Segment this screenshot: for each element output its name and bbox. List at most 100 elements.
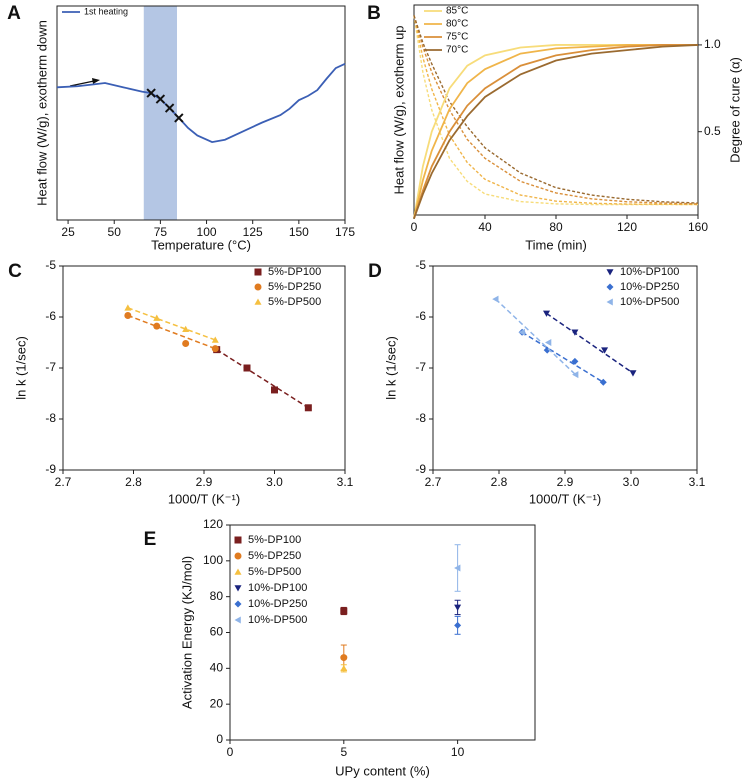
fit-line [127,314,216,350]
fit-line [127,307,216,341]
y-tick-label: -5 [415,258,426,272]
point [271,386,278,394]
x-tick-label: 5 [340,745,347,759]
panel: C 2.7 2.8 2.9 3.0 3.1 -9 -8 -7 -6 -5 1000/T (K⁻¹) ln… [8,258,354,506]
y-tick-label: -9 [415,462,426,476]
x-tick-label: 40 [478,220,492,234]
point [571,357,579,365]
x-tick-label: 100 [197,225,217,239]
legend-label: 5%-DP500 [268,296,321,308]
legend-swatch [606,298,613,306]
legend-swatch [254,268,262,276]
series-line [413,44,698,219]
legend-label: 85°C [446,6,468,17]
legend-label: 10%-DP250 [248,598,307,610]
panel: A 25 50 75 100 125 150 175 Temperature (°C) Heat … [7,3,355,252]
legend-label: 80°C [446,19,468,30]
point [454,564,461,572]
plot-frame [56,5,346,221]
y-tick-label: -6 [45,309,56,323]
fit-line [495,298,577,376]
cross-marker [155,94,166,104]
y-tick-label: -9 [45,462,56,476]
point [571,329,579,336]
x-axis-title: 1000/T (K⁻¹) [529,491,601,506]
legend-swatch [254,298,262,305]
x-tick-label: 80 [549,220,563,234]
x-axis-title: Temperature (°C) [151,237,251,252]
x-tick-label: 125 [243,225,263,239]
y-axis-title: Heat flow (W/g), exotherm down [34,20,49,206]
x-tick-label: 50 [108,225,122,239]
point [518,328,525,336]
y-tick-label: 60 [210,625,224,639]
legend-swatch [234,600,242,608]
y-tick-label: -6 [415,309,426,323]
y2-axis-title: Degree of cure (α) [727,57,742,163]
point [543,346,551,354]
point [454,604,462,611]
legend-label: 70°C [446,45,468,56]
panel-letter: B [367,3,381,24]
x-tick-label: 160 [688,220,708,234]
x-axis-title: UPy content (%) [335,763,430,778]
y-axis-title: Heat flow (W/g), exotherm up [391,25,406,194]
panel-letter: D [368,261,382,282]
legend-label: 75°C [446,32,468,43]
legend-swatch [606,283,614,291]
legend-label: 5%-DP250 [268,281,321,293]
y-axis-title: ln k (1/sec) [13,336,28,400]
y-tick-label: -8 [415,411,426,425]
y-axis-title: Activation Energy (KJ/mol) [179,556,194,709]
legend-label: 1st heating [84,6,128,16]
point [543,310,551,317]
point [601,347,609,354]
x-tick-label: 75 [154,225,168,239]
heat-flow-line [413,15,698,206]
cross-marker [146,88,156,98]
point [182,325,190,333]
point [211,345,219,353]
point [340,664,348,672]
y-tick-label: -7 [45,360,56,374]
y-tick-label: -8 [45,411,56,425]
x-tick-label: 150 [289,225,309,239]
x-tick-label: 0 [227,745,234,759]
heat-flow-line [413,15,699,204]
point [545,339,552,346]
cross-marker [174,113,184,123]
y-tick-label: 80 [210,589,224,603]
y-tick-label: 20 [210,696,224,710]
x-tick-label: 120 [617,220,637,234]
panel-letter: A [7,3,21,24]
series-line [56,62,346,144]
x-axis-title: 1000/T (K⁻¹) [168,491,240,506]
x-tick-label: 3.0 [266,475,283,489]
x-tick-label: 2.8 [491,475,508,489]
point [153,314,161,321]
x-tick-label: 0 [411,220,418,234]
y-tick-label: 120 [203,517,223,531]
x-tick-label: 3.1 [689,475,706,489]
cross-marker [164,103,175,113]
y-tick-label: 0 [216,732,223,746]
x-tick-label: 10 [451,745,465,759]
heat-flow-line [413,15,699,205]
legend-swatch [234,585,242,592]
legend-label: 5%-DP100 [248,534,301,546]
panel: B 0 40 80 120 160 0.5 1.0 Time (min) Heat flow (W… [367,3,742,252]
panel-letter: E [144,529,157,550]
legend-label: 10%-DP250 [620,281,679,293]
fit-line [521,331,604,383]
fit-line [546,312,634,374]
point [599,378,607,386]
point [454,621,462,629]
point [572,371,579,379]
legend-swatch [234,568,242,575]
fit-line [216,349,309,409]
y2-tick-label: 1.0 [704,37,721,51]
legend-label: 5%-DP500 [248,566,301,578]
legend-label: 5%-DP250 [248,550,301,562]
